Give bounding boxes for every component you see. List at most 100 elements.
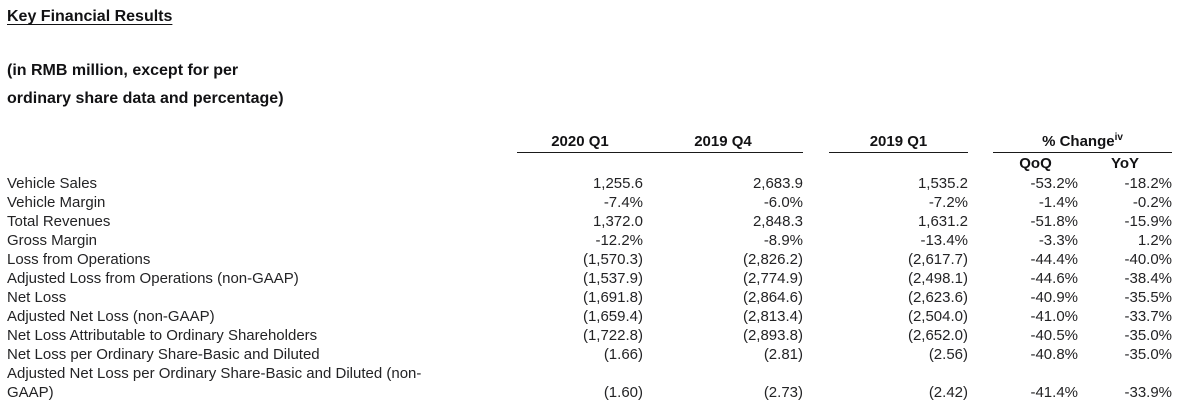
value-2019-q4: (2,774.9) [742,270,803,287]
value-yoy-change: -40.0% [1124,251,1173,268]
value-2019-q1: (2,617.7) [907,251,968,268]
header-gap [968,132,993,153]
metric-label: Adjusted Net Loss per Ordinary Share-Bas… [7,365,422,401]
value-2019-q1: 1,631.2 [917,213,968,230]
column-gap [803,212,829,231]
value-2019-q4: (2,864.6) [742,289,803,306]
value-2019-q4: -8.9% [763,232,803,249]
metric-label: Net Loss [7,289,67,306]
header-gap [803,153,829,175]
value-qoq-change: -3.3% [1038,232,1078,249]
value-yoy-change: -18.2% [1124,175,1173,192]
value-2019-q4: (2,893.8) [742,327,803,344]
column-gap [803,269,829,288]
value-2020-q1: (1,722.8) [582,327,643,344]
metric-label: Net Loss Attributable to Ordinary Shareh… [7,327,318,344]
value-qoq-change: -44.4% [1030,251,1078,268]
metric-label: Net Loss per Ordinary Share-Basic and Di… [7,346,320,363]
value-2019-q4: (2,813.4) [742,308,803,325]
units-note-line-1: (in RMB million, except for per [7,62,239,79]
column-gap [803,231,829,250]
page-title: Key Financial Results [7,8,173,25]
value-2019-q4: 2,683.9 [752,175,803,192]
table-units-note: (in RMB million, except for per ordinary… [0,57,1179,113]
value-yoy-change: -33.7% [1124,308,1173,325]
value-qoq-change: -53.2% [1030,175,1078,192]
table-row: Vehicle Margin -7.4% -6.0% -7.2% -1.4% -… [7,193,1172,212]
column-gap [968,193,993,212]
table-row: Net Loss (1,691.8) (2,864.6) (2,623.6) -… [7,288,1172,307]
footnote-marker-iv: iv [1114,132,1123,143]
column-gap [803,288,829,307]
value-2020-q1: -7.4% [603,194,643,211]
metric-label: Adjusted Net Loss (non-GAAP) [7,308,215,325]
value-2019-q4: (2.81) [763,346,803,363]
value-2020-q1: (1.66) [603,346,643,363]
value-qoq-change: -40.8% [1030,346,1078,363]
value-qoq-change: -51.8% [1030,213,1078,230]
value-yoy-change: -35.0% [1124,327,1173,344]
value-2019-q4: 2,848.3 [752,213,803,230]
value-2020-q1: (1,537.9) [582,270,643,287]
column-gap [968,345,993,364]
column-gap [803,307,829,326]
header-gap [968,153,993,175]
value-2020-q1: (1,691.8) [582,289,643,306]
value-2019-q1: (2,498.1) [907,270,968,287]
period-header-row: 2020 Q1 2019 Q4 2019 Q1 % Changeiv [7,132,1173,153]
metric-label: Vehicle Sales [7,175,98,192]
column-header-2020-q1: 2020 Q1 [517,132,643,153]
value-yoy-change: 1.2% [1137,232,1173,249]
column-gap [803,326,829,345]
header-spacer [7,153,517,175]
column-gap [968,269,993,288]
header-spacer [7,132,517,153]
column-header-qoq: QoQ [1019,155,1052,172]
column-gap [803,193,829,212]
column-header-2019-q1: 2019 Q1 [829,132,968,153]
value-2019-q1: (2.56) [928,346,968,363]
column-gap [803,250,829,269]
column-gap [968,326,993,345]
value-2019-q1: -13.4% [920,232,968,249]
value-yoy-change: -33.9% [1124,384,1173,401]
column-gap [968,212,993,231]
value-qoq-change: -41.4% [1030,384,1078,401]
value-2019-q4: (2,826.2) [742,251,803,268]
metric-label: Loss from Operations [7,251,151,268]
metric-label: Gross Margin [7,232,98,249]
units-note-line-2: ordinary share data and percentage) [7,90,284,107]
column-gap [968,250,993,269]
header-spacer [643,153,803,175]
table-row: Total Revenues 1,372.0 2,848.3 1,631.2 -… [7,212,1172,231]
column-header-2019-q4: 2019 Q4 [643,132,803,153]
value-2019-q1: 1,535.2 [917,175,968,192]
value-2020-q1: 1,372.0 [592,213,643,230]
header-spacer [517,153,643,175]
table-row: Vehicle Sales 1,255.6 2,683.9 1,535.2 -5… [7,174,1172,193]
table-row: Adjusted Net Loss (non-GAAP) (1,659.4) (… [7,307,1172,326]
table-row: Loss from Operations (1,570.3) (2,826.2)… [7,250,1172,269]
column-gap [968,174,993,193]
value-yoy-change: -15.9% [1124,213,1173,230]
table-row: Net Loss Attributable to Ordinary Shareh… [7,326,1172,345]
column-gap [968,231,993,250]
value-2020-q1: (1,659.4) [582,308,643,325]
value-qoq-change: -40.5% [1030,327,1078,344]
value-2019-q1: (2,652.0) [907,327,968,344]
header-spacer [829,153,968,175]
column-gap [803,364,829,402]
column-header-percent-change: % Changeiv [993,132,1173,153]
value-2020-q1: (1.60) [603,384,643,401]
value-2019-q1: (2.42) [928,384,968,401]
metric-label: Total Revenues [7,213,111,230]
value-2019-q1: (2,623.6) [907,289,968,306]
value-2019-q1: -7.2% [928,194,968,211]
change-subheader-row: QoQ YoY [7,153,1172,175]
value-2019-q4: (2.73) [763,384,803,401]
metric-label: Vehicle Margin [7,194,106,211]
table-row: Gross Margin -12.2% -8.9% -13.4% -3.3% 1… [7,231,1172,250]
value-2019-q1: (2,504.0) [907,308,968,325]
table-row: Adjusted Loss from Operations (non-GAAP)… [7,269,1172,288]
